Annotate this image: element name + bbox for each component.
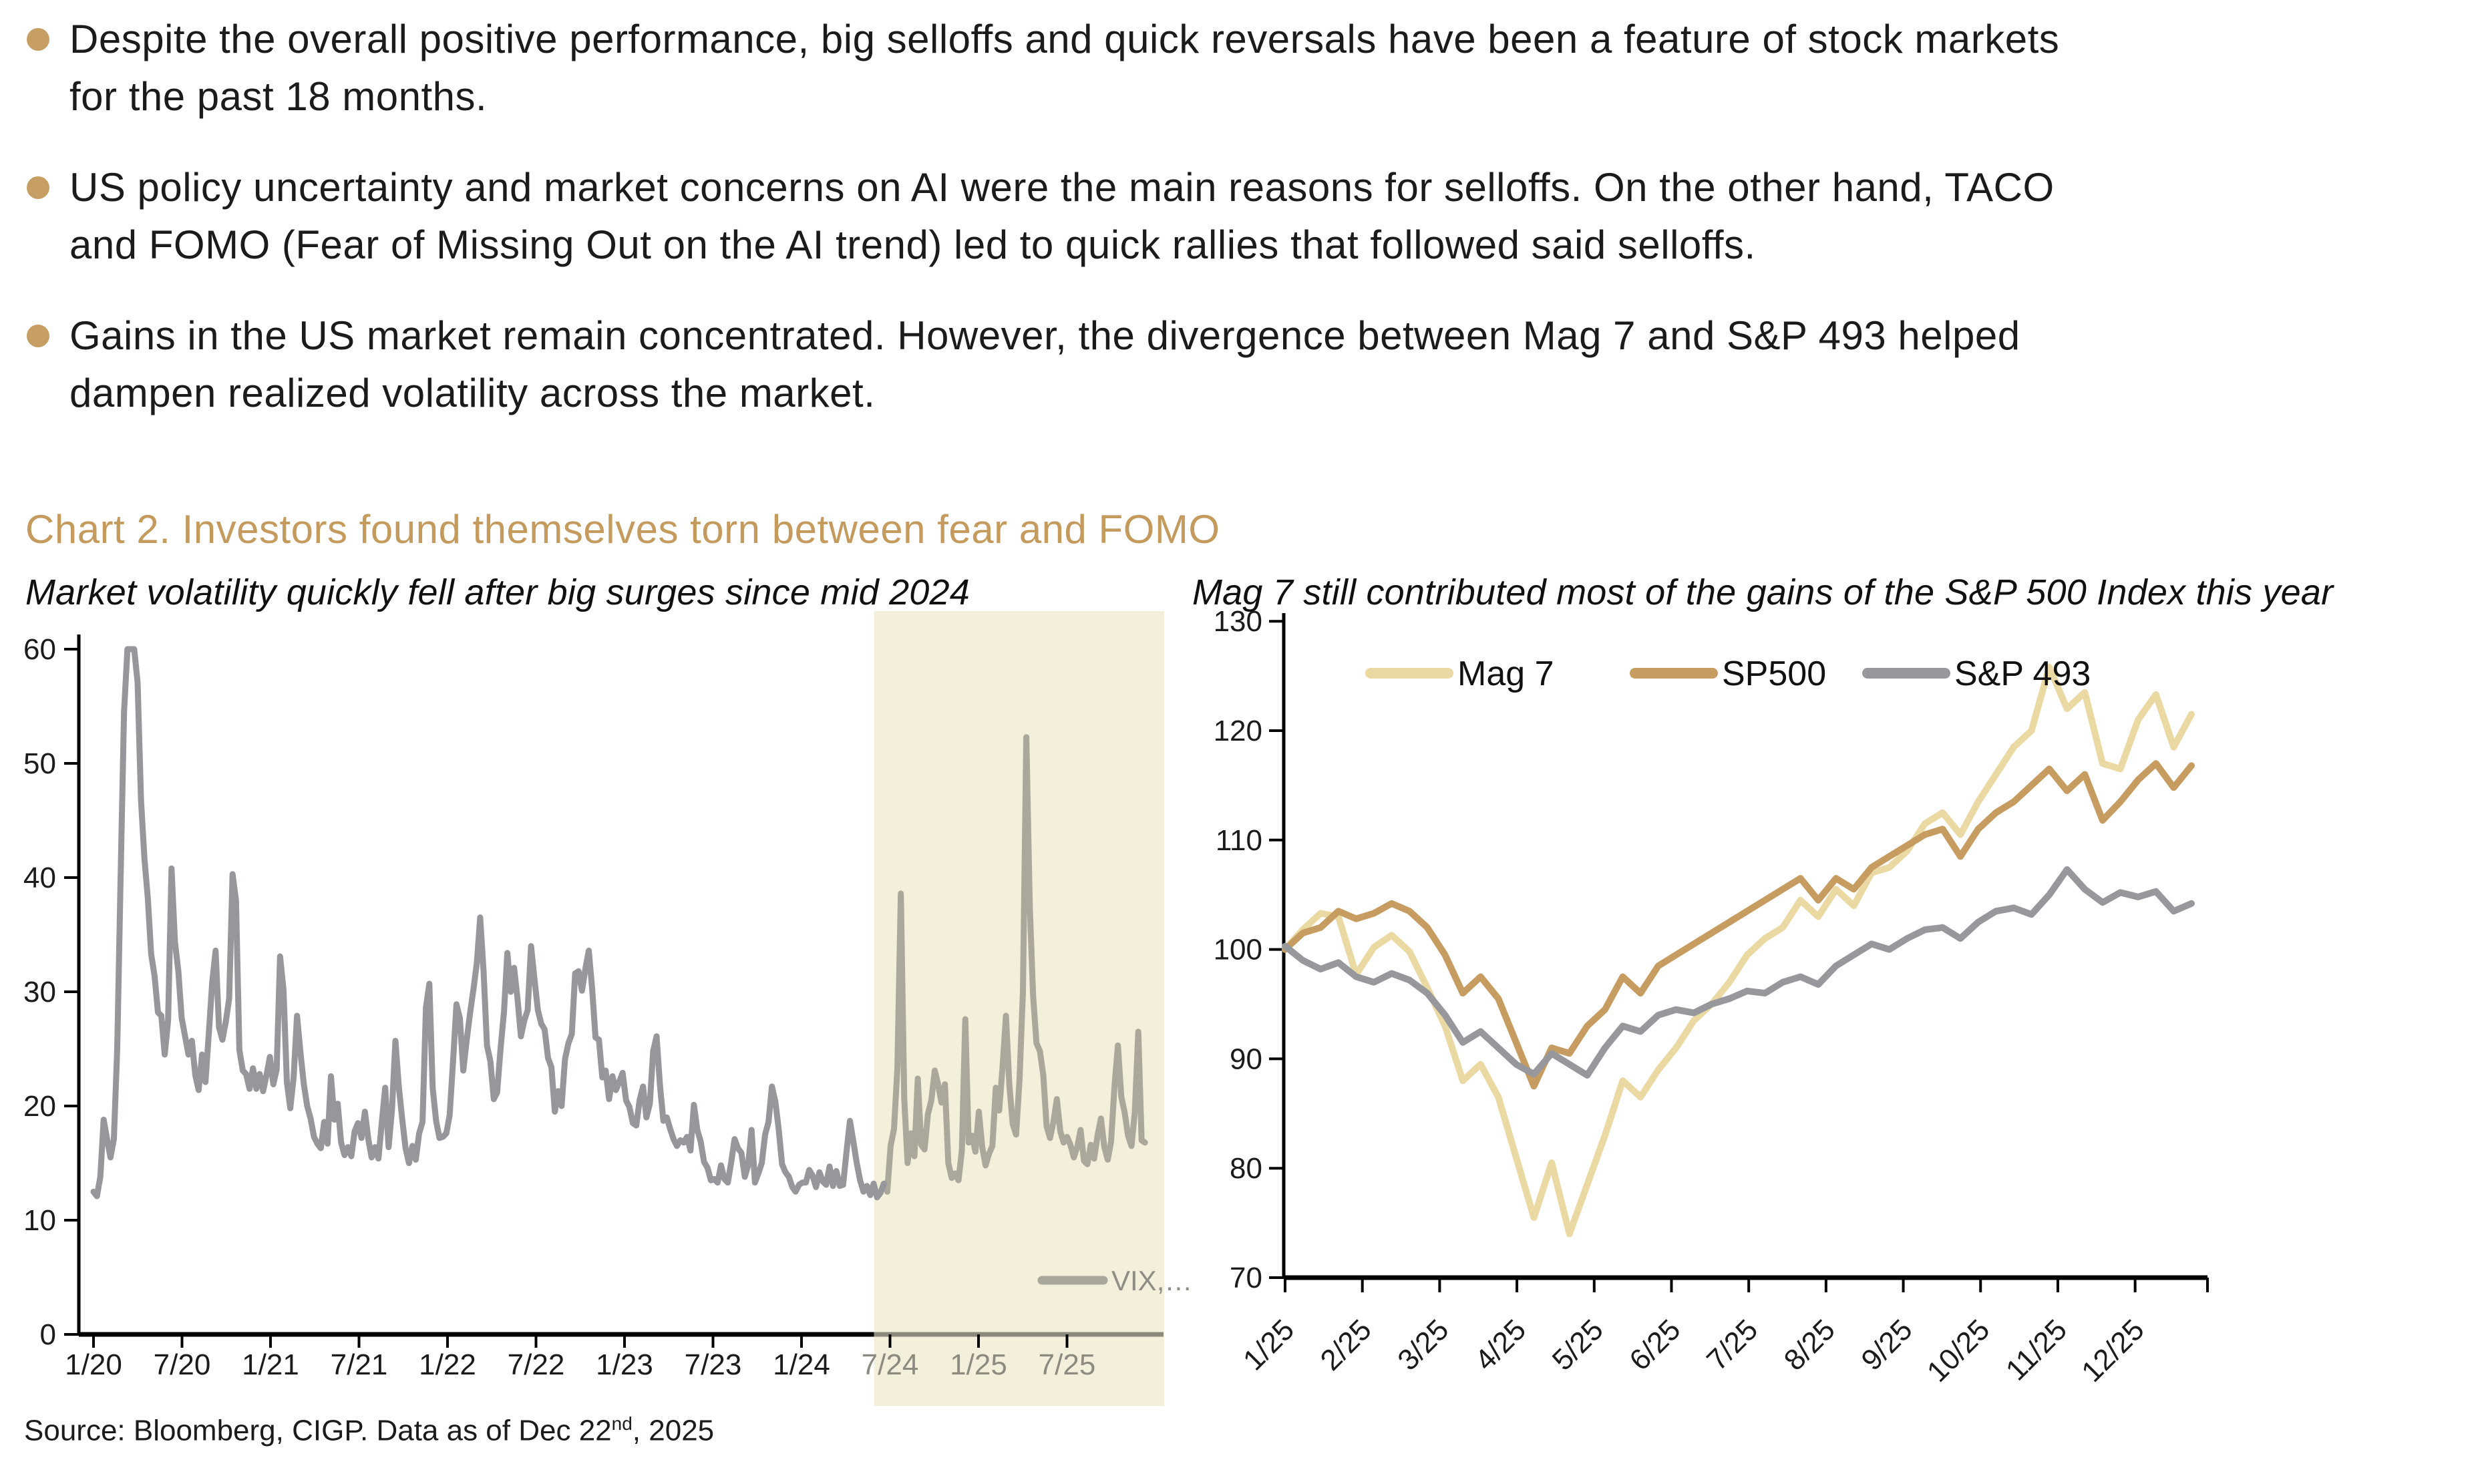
bullet-icon [27,325,49,347]
right-x-tick-label: 8/25 [1778,1313,1841,1376]
right-y-tick-label: 70 [1230,1262,1262,1294]
right-x-tick-label: 9/25 [1855,1313,1918,1376]
vix-line-highlight-period [880,734,1148,1195]
sp493-line [1282,866,2195,1079]
right-x-tick-label: 2/25 [1314,1313,1378,1376]
source-note: Source: Bloomberg, CIGP. Data as of Dec … [24,1413,714,1448]
sp493-legend-label: S&P 493 [1954,655,2091,693]
left-x-tick-label: 1/23 [596,1348,653,1381]
charts-canvas: 0 10 20 30 40 50 60 1/20 7/20 1/21 7/21 1/22 7/22 1/2… [23,605,2209,1406]
bullet-line: Gains in the US market remain concentrat… [69,313,2020,358]
left-chart-subtitle: Market volatility quickly fell after big… [25,572,970,612]
right-y-tick-label: 130 [1214,605,1262,638]
left-y-tick-label: 10 [23,1204,56,1237]
vix-line [90,646,887,1201]
bullet-item-1: Despite the overall positive performance… [27,11,2458,126]
left-x-tick-label: 7/22 [508,1348,565,1381]
left-x-tick-label: 7/20 [154,1348,211,1381]
bullet-text: US policy uncertainty and market concern… [69,159,2055,274]
mag7-legend-label: Mag 7 [1457,655,1554,693]
left-x-tick-label: 1/25 [950,1348,1007,1381]
bullet-line: and FOMO (Fear of Missing Out on the AI … [69,222,1756,267]
left-x-tick-label: 7/24 [862,1348,919,1381]
right-y-tick-label: 120 [1214,715,1262,747]
right-x-tick-label: 12/25 [2075,1313,2151,1388]
source-superscript: nd [611,1413,633,1434]
right-x-tick-label: 5/25 [1546,1313,1610,1376]
sp500-legend-label: SP500 [1722,655,1826,693]
right-y-tick-label: 110 [1216,824,1262,857]
left-y-tick-label: 20 [23,1090,56,1123]
bullet-item-3: Gains in the US market remain concentrat… [27,307,2458,422]
left-x-tick-label: 1/22 [419,1348,476,1381]
right-x-tick-label: 6/25 [1623,1313,1687,1376]
left-x-tick-label: 7/21 [331,1348,388,1381]
bullet-item-2: US policy uncertainty and market concern… [27,159,2458,274]
right-x-tick-label: 10/25 [1921,1313,1996,1388]
left-y-tick-label: 50 [23,747,56,780]
left-x-tick-label: 7/25 [1039,1348,1096,1381]
bullet-text: Gains in the US market remain concentrat… [69,307,2020,422]
mag7-line [1282,664,2195,1238]
source-text: Source: Bloomberg, CIGP. Data as of Dec … [24,1414,612,1447]
left-y-tick-label: 40 [23,862,56,894]
right-x-tick-label: 1/25 [1237,1313,1300,1376]
bullet-line: Despite the overall positive performance… [69,17,2060,61]
highlight-region [874,611,1165,1406]
right-x-tick-label: 3/25 [1391,1313,1455,1376]
right-y-tick-label: 90 [1230,1043,1262,1075]
left-y-tick-label: 60 [23,633,56,666]
left-y-tick-label: 30 [23,976,56,1008]
right-x-tick-label: 7/25 [1701,1313,1764,1376]
bullet-line: US policy uncertainty and market concern… [69,165,2055,210]
right-chart-subtitle: Mag 7 still contributed most of the gain… [1192,572,2334,612]
bullet-icon [27,176,49,199]
right-y-tick-label: 100 [1214,934,1262,966]
vix-legend-label: VIX,… [1111,1265,1192,1296]
left-y-tick-label: 0 [40,1318,56,1351]
right-x-tick-label: 4/25 [1469,1313,1532,1376]
sp500-line [1282,760,2195,1090]
bullet-text: Despite the overall positive performance… [69,11,2059,126]
source-text: , 2025 [632,1414,715,1447]
chart-heading: Chart 2. Investors found themselves torn… [25,507,1220,552]
left-x-tick-label: 1/21 [242,1348,299,1381]
left-x-tick-label: 7/23 [685,1348,742,1381]
left-x-tick-label: 1/24 [773,1348,830,1381]
left-x-tick-label: 1/20 [65,1348,122,1381]
bullet-icon [27,28,49,51]
right-x-tick-label: 11/25 [2000,1313,2073,1386]
right-y-tick-label: 80 [1230,1152,1262,1185]
bullet-list: Despite the overall positive performance… [27,11,2458,455]
bullet-line: dampen realized volatility across the ma… [69,371,876,415]
bullet-line: for the past 18 months. [69,74,488,119]
